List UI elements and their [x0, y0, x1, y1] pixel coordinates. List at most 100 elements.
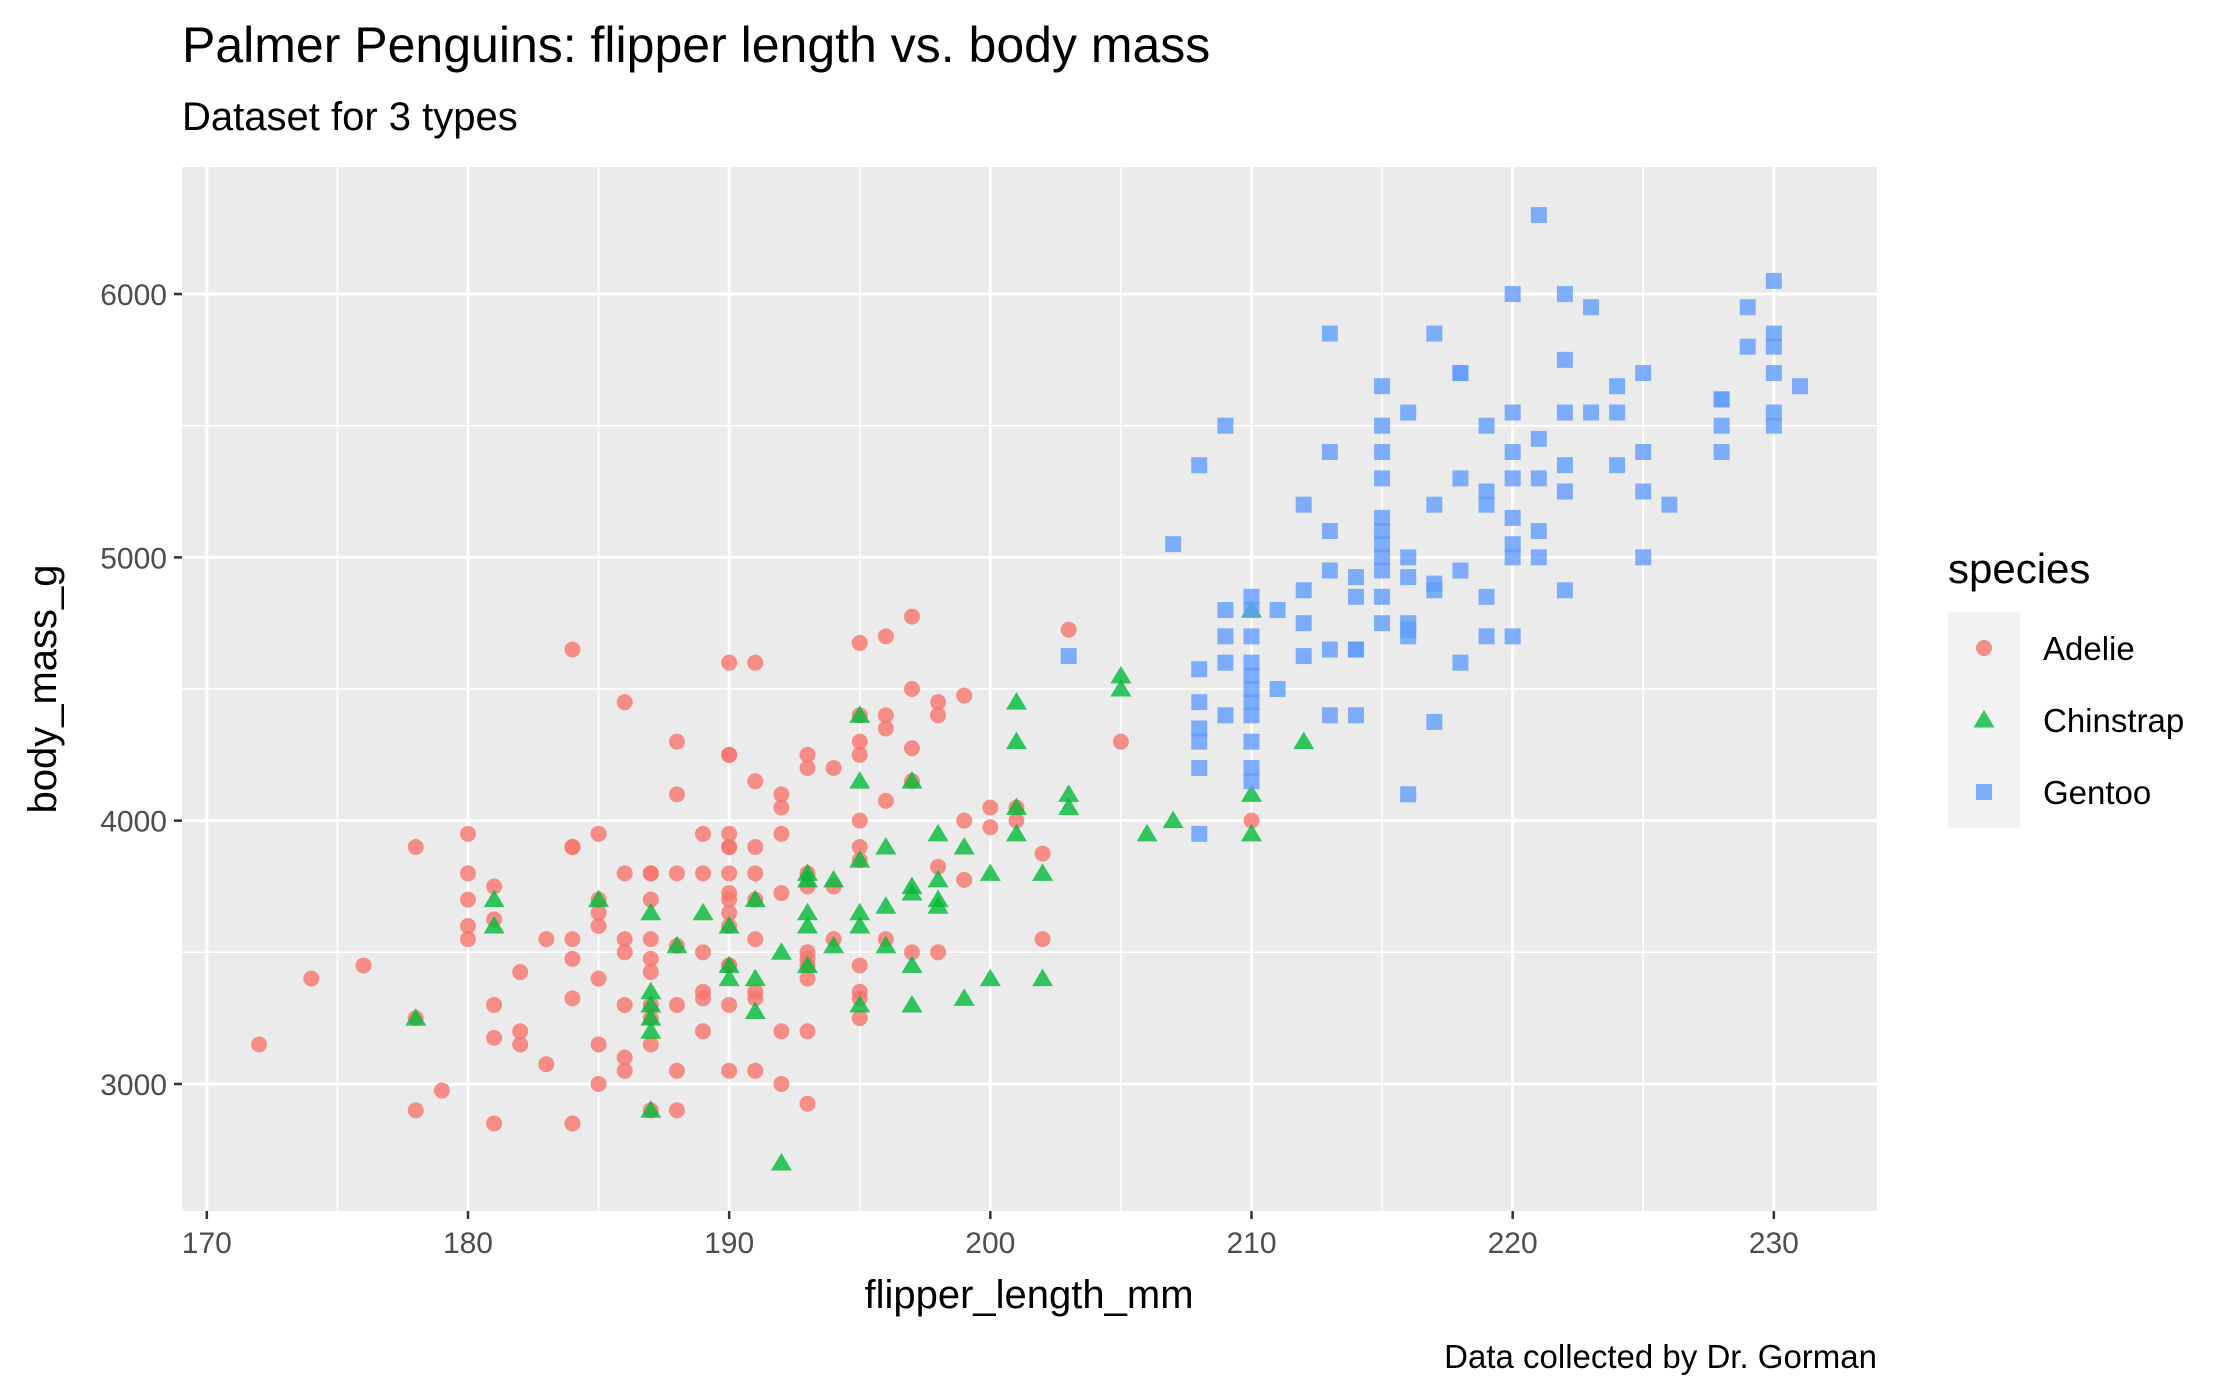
point-adelie — [1243, 812, 1260, 829]
point-adelie — [747, 773, 764, 790]
point-adelie — [799, 970, 816, 987]
legend-title: species — [1948, 545, 2090, 592]
point-gentoo — [1765, 404, 1782, 421]
point-chinstrap — [849, 915, 871, 934]
point-adelie — [1034, 931, 1051, 948]
x-tick-label: 210 — [1226, 1227, 1276, 1260]
point-adelie — [982, 819, 999, 836]
point-chinstrap — [849, 850, 871, 868]
point-adelie — [695, 944, 712, 961]
point-chinstrap — [823, 935, 845, 954]
point-adelie — [799, 1023, 816, 1040]
point-gentoo — [1713, 391, 1730, 408]
point-adelie — [616, 996, 633, 1013]
point-gentoo — [1243, 733, 1260, 750]
point-gentoo — [1426, 713, 1443, 730]
point-chinstrap — [1032, 863, 1054, 881]
point-gentoo — [1243, 667, 1260, 684]
point-gentoo — [1556, 483, 1573, 500]
point-gentoo — [1060, 648, 1077, 665]
legend-label-chinstrap: Chinstrap — [2043, 702, 2184, 739]
point-adelie — [668, 1102, 685, 1119]
point-chinstrap — [640, 902, 662, 921]
point-adelie — [721, 746, 738, 763]
point-gentoo — [1321, 325, 1338, 342]
point-adelie — [486, 996, 503, 1013]
point-gentoo — [1530, 430, 1547, 447]
point-adelie — [721, 838, 738, 855]
point-adelie — [407, 1102, 424, 1119]
point-adelie — [695, 1023, 712, 1040]
y-tick-label: 4000 — [100, 806, 167, 839]
point-gentoo — [1765, 338, 1782, 355]
point-chinstrap — [483, 915, 505, 934]
point-gentoo — [1791, 378, 1808, 395]
point-gentoo — [1426, 582, 1443, 599]
legend-key-adelie — [1976, 640, 1992, 656]
point-gentoo — [1295, 496, 1312, 513]
point-gentoo — [1530, 549, 1547, 566]
point-adelie — [1034, 845, 1051, 862]
x-axis-title: flipper_length_mm — [864, 1273, 1193, 1317]
point-chinstrap — [849, 902, 871, 921]
point-gentoo — [1243, 588, 1260, 605]
point-chinstrap — [640, 1021, 662, 1039]
x-tick-label: 230 — [1749, 1227, 1799, 1260]
point-adelie — [668, 865, 685, 882]
point-gentoo — [1295, 648, 1312, 665]
point-chinstrap — [927, 823, 949, 842]
point-adelie — [616, 944, 633, 961]
point-chinstrap — [797, 915, 819, 934]
point-chinstrap — [849, 994, 871, 1013]
point-gentoo — [1347, 569, 1364, 586]
point-gentoo — [1295, 615, 1312, 632]
point-adelie — [486, 1029, 503, 1046]
x-tick-label: 190 — [704, 1227, 754, 1260]
point-chinstrap — [901, 883, 923, 901]
point-adelie — [668, 996, 685, 1013]
point-adelie — [825, 759, 842, 776]
point-adelie — [538, 931, 555, 948]
point-chinstrap — [979, 863, 1001, 881]
point-gentoo — [1583, 404, 1600, 421]
point-gentoo — [1556, 457, 1573, 474]
point-chinstrap — [901, 994, 923, 1013]
point-adelie — [982, 799, 999, 816]
point-gentoo — [1583, 299, 1600, 316]
point-adelie — [903, 740, 920, 757]
point-gentoo — [1556, 351, 1573, 368]
point-chinstrap — [901, 771, 923, 789]
point-gentoo — [1243, 759, 1260, 776]
point-gentoo — [1765, 272, 1782, 289]
point-gentoo — [1739, 338, 1756, 355]
point-gentoo — [1504, 509, 1521, 526]
point-gentoo — [1374, 444, 1391, 461]
point-adelie — [668, 786, 685, 803]
point-adelie — [877, 792, 894, 809]
point-gentoo — [1661, 496, 1678, 513]
point-gentoo — [1556, 286, 1573, 303]
point-adelie — [773, 885, 790, 902]
point-adelie — [747, 1062, 764, 1079]
x-tick-label: 200 — [965, 1227, 1015, 1260]
point-chinstrap — [640, 1100, 662, 1118]
point-chinstrap — [1058, 797, 1080, 815]
point-chinstrap — [744, 968, 766, 987]
point-gentoo — [1739, 299, 1756, 316]
point-gentoo — [1713, 444, 1730, 461]
point-gentoo — [1321, 707, 1338, 724]
point-adelie — [799, 759, 816, 776]
point-gentoo — [1478, 496, 1495, 513]
point-adelie — [616, 865, 633, 882]
point-chinstrap — [1240, 823, 1262, 842]
point-gentoo — [1374, 536, 1391, 553]
point-adelie — [851, 812, 868, 829]
point-gentoo — [1400, 549, 1417, 566]
point-adelie — [512, 1036, 529, 1053]
point-gentoo — [1478, 417, 1495, 434]
point-adelie — [616, 1049, 633, 1066]
point-gentoo — [1191, 694, 1208, 711]
point-gentoo — [1452, 562, 1469, 579]
point-gentoo — [1374, 588, 1391, 605]
